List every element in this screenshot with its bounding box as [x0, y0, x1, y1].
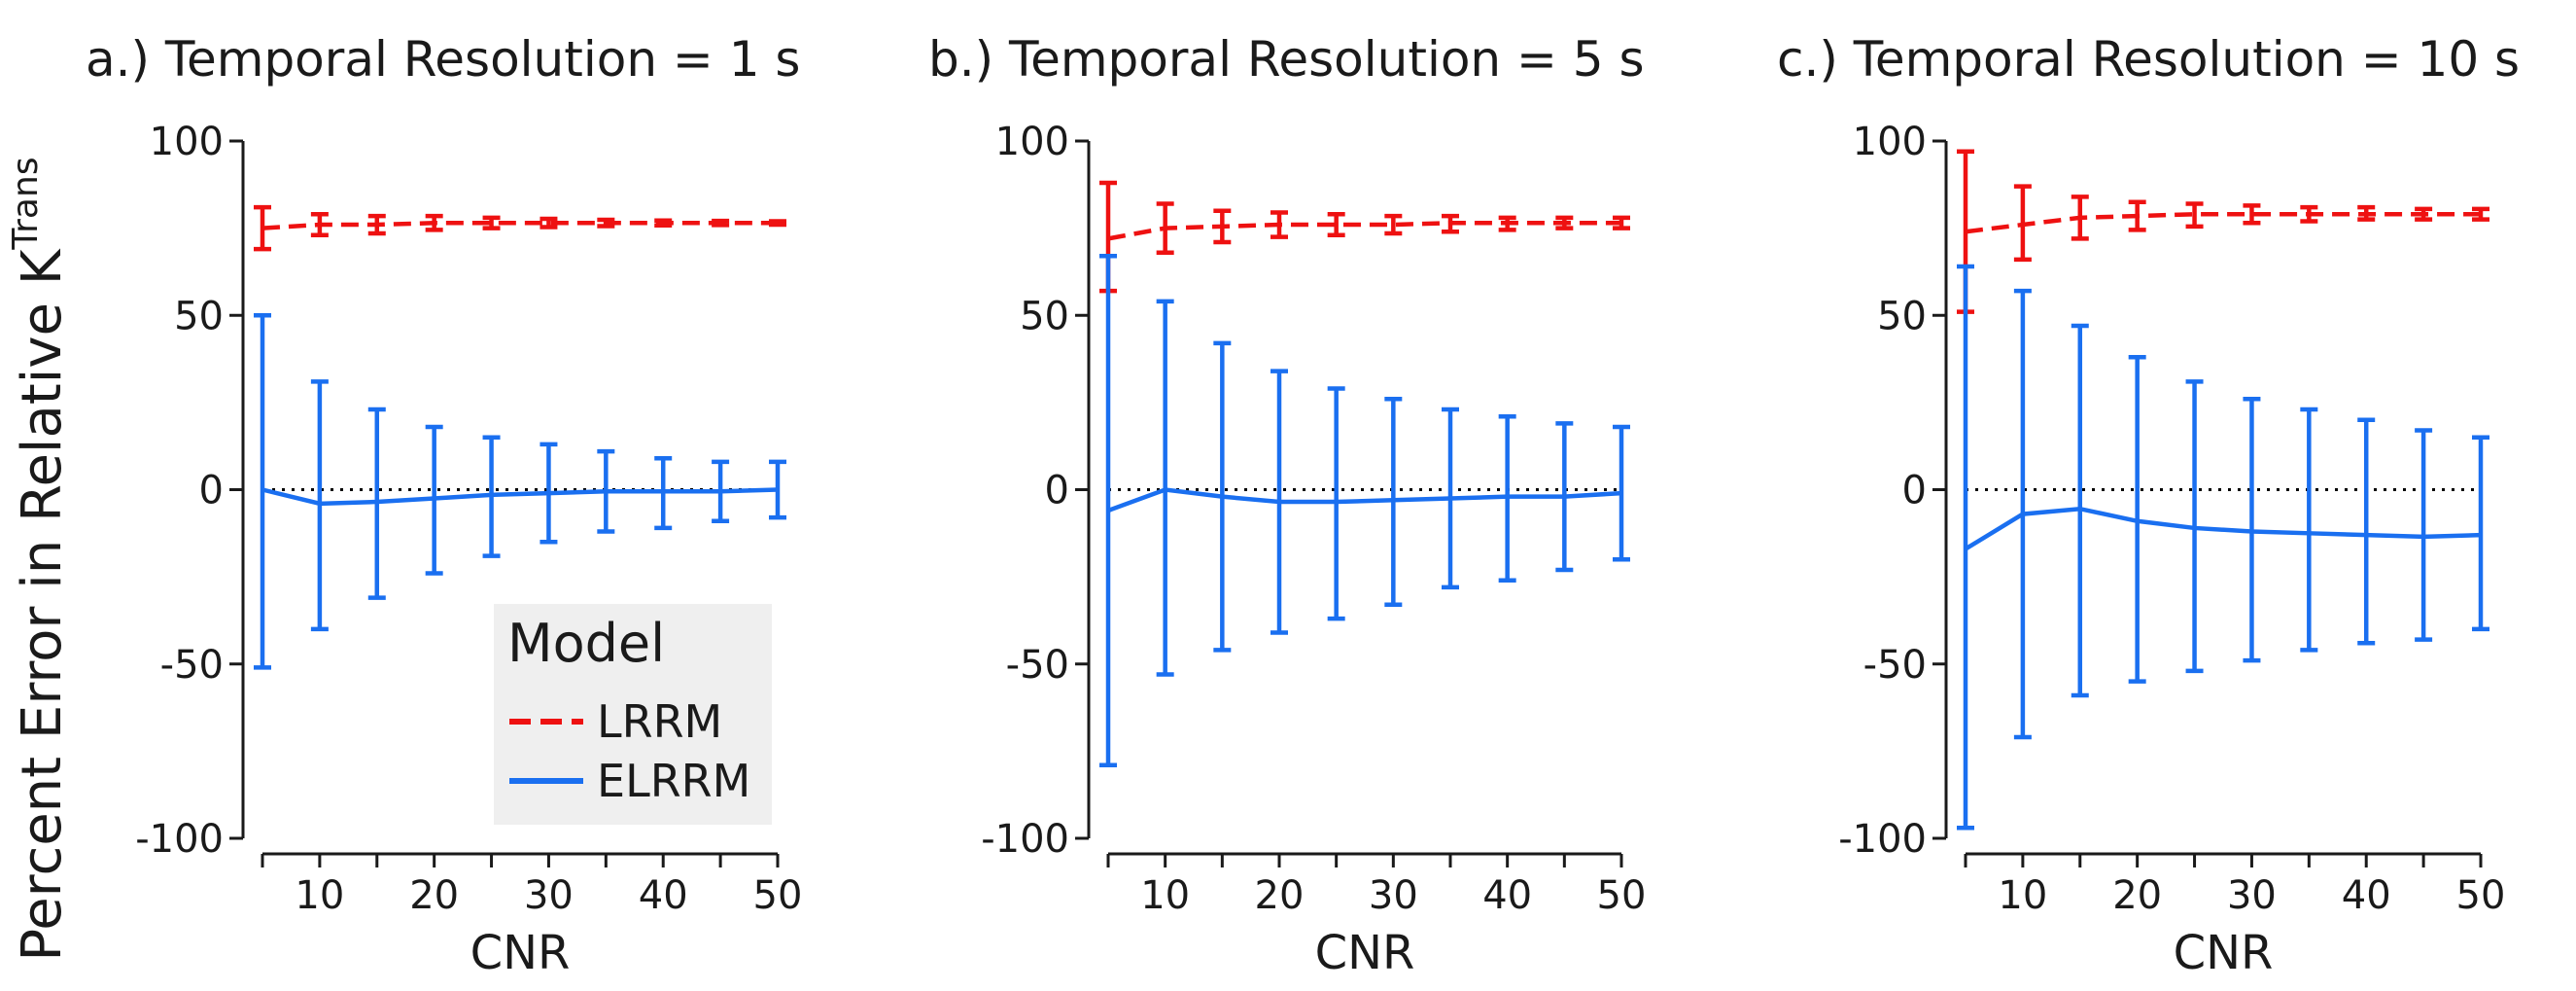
y-tick-label: -100: [135, 817, 224, 862]
y-tick-label: 0: [1902, 469, 1927, 513]
x-axis-label: CNR: [470, 926, 571, 980]
legend-box: [494, 604, 772, 825]
series-elrrm: [1957, 264, 2489, 831]
series-line-lrrm: [1107, 220, 1621, 241]
panel-title: c.) Temporal Resolution = 10 s: [1777, 31, 2520, 88]
y-tick-label: 50: [1877, 294, 1927, 338]
y-tick-label: 0: [199, 469, 224, 513]
legend-label-lrrm: LRRM: [597, 695, 722, 748]
x-tick-label: 30: [1369, 873, 1418, 918]
legend-title: Model: [507, 613, 665, 674]
x-tick-label: 30: [524, 873, 574, 918]
y-tick-label: 100: [150, 120, 224, 164]
legend-label-elrrm: ELRRM: [597, 755, 750, 807]
panel-3: c.) Temporal Resolution = 10 s -100 -50 0 50…: [1777, 31, 2520, 980]
y-tick-label: 100: [1853, 120, 1927, 164]
x-tick-label: 50: [2456, 873, 2506, 918]
series-lrrm: [1099, 180, 1630, 294]
panel-1: a.) Temporal Resolution = 1 s -100 -50 0 50 1…: [86, 31, 802, 980]
legend: Model LRRM ELRRM: [494, 604, 772, 825]
x-axis-label: CNR: [1315, 926, 1415, 980]
y-tick-label: -100: [1838, 817, 1927, 862]
series-line-elrrm: [261, 487, 779, 507]
series-elrrm: [254, 313, 786, 670]
x-tick-label: 10: [1998, 873, 2047, 918]
y-axis-label: Percent Error in Relative KTrans: [6, 157, 74, 961]
y-axis-label-main: Percent Error in Relative K: [11, 248, 74, 961]
y-tick-label: -100: [981, 817, 1069, 862]
panel-2: b.) Temporal Resolution = 5 s -100 -50 0 50 1…: [928, 31, 1646, 980]
y-tick-label: 100: [995, 120, 1069, 164]
x-tick-label: 30: [2227, 873, 2277, 918]
series-lrrm: [1957, 149, 2489, 314]
x-tick-label: 10: [1140, 873, 1190, 918]
y-tick-label: 50: [1020, 294, 1069, 338]
x-axis-label: CNR: [2174, 926, 2274, 980]
series-line-lrrm: [1965, 212, 2481, 234]
y-tick-label: 50: [174, 294, 224, 338]
panel-title: b.) Temporal Resolution = 5 s: [928, 31, 1645, 88]
y-tick-label: -50: [160, 643, 224, 688]
series-line-elrrm: [1964, 506, 2482, 551]
panels: a.) Temporal Resolution = 1 s -100 -50 0 50 1…: [86, 31, 2520, 980]
y-tick-label: -50: [1863, 643, 1927, 688]
series-elrrm: [1099, 254, 1630, 767]
panel-title: a.) Temporal Resolution = 1 s: [86, 31, 800, 88]
x-tick-label: 40: [1482, 873, 1532, 918]
x-tick-label: 40: [639, 873, 688, 918]
series-line-lrrm: [261, 220, 778, 230]
x-tick-label: 50: [1597, 873, 1647, 918]
y-tick-label: 0: [1045, 469, 1069, 513]
x-tick-label: 10: [295, 873, 344, 918]
x-tick-label: 20: [409, 873, 459, 918]
x-tick-label: 50: [753, 873, 803, 918]
x-tick-label: 40: [2342, 873, 2391, 918]
x-tick-label: 20: [1255, 873, 1305, 918]
y-tick-label: -50: [1006, 643, 1069, 688]
x-tick-label: 20: [2112, 873, 2162, 918]
y-axis-label-superscript: Trans: [6, 157, 46, 250]
series-line-elrrm: [1107, 487, 1622, 513]
series-lrrm: [254, 204, 786, 252]
